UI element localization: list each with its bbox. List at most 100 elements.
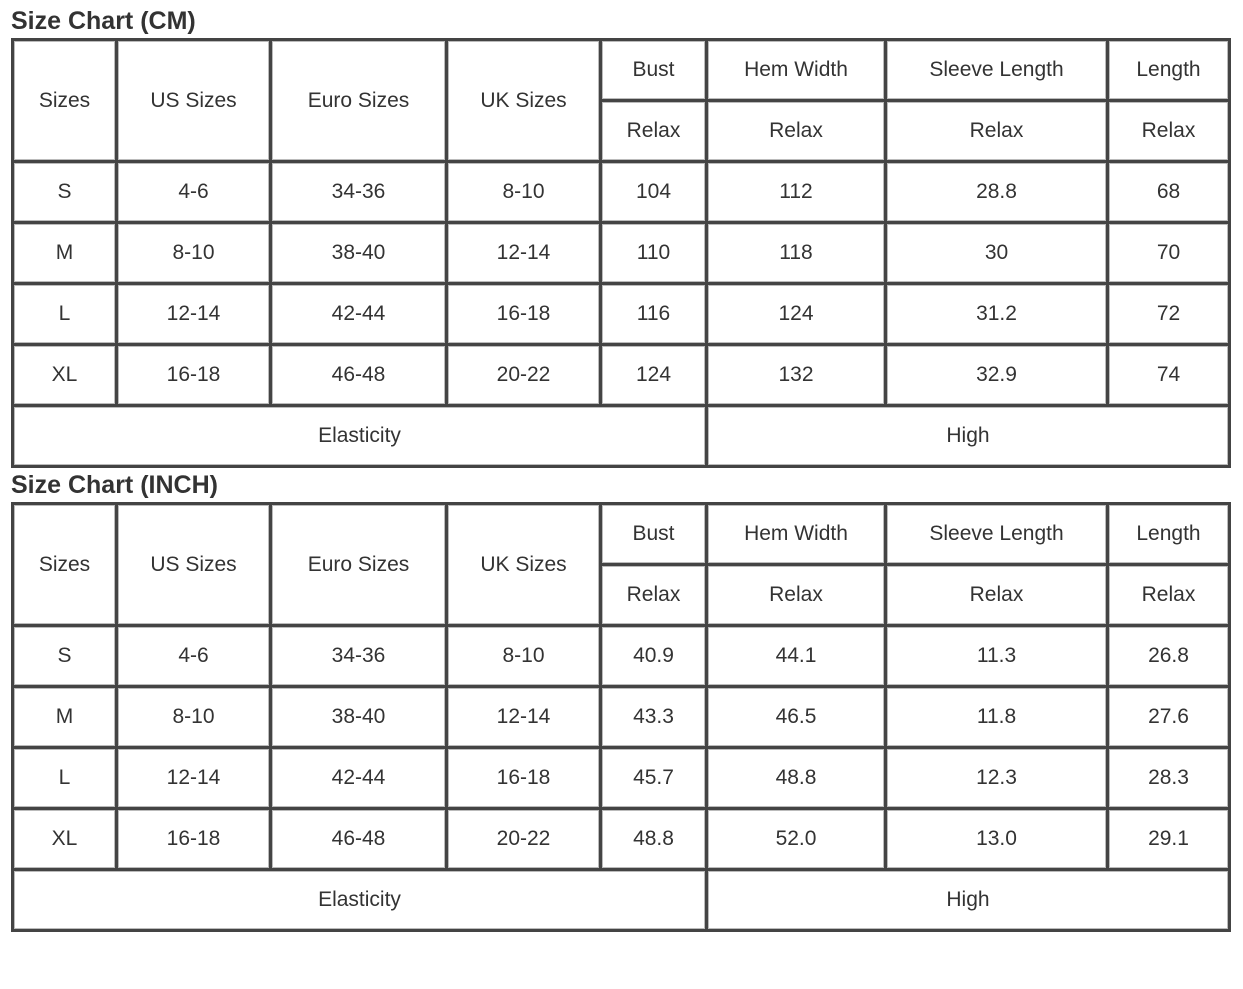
table-cell: 12-14 <box>115 282 272 346</box>
table-cell: 40.9 <box>599 624 708 688</box>
table-cell: L <box>11 282 118 346</box>
size-charts: Size Chart (CM) Sizes US Sizes Euro Sizes UK… <box>11 7 1231 932</box>
subheader-relax: Relax <box>1106 563 1231 627</box>
elasticity-label: Elasticity <box>11 868 708 932</box>
header-uk: UK Sizes <box>445 502 602 627</box>
table-cell: 112 <box>705 160 887 224</box>
footer-row: Elasticity High <box>11 404 1231 468</box>
subheader-relax: Relax <box>599 99 708 163</box>
table-cell: 13.0 <box>884 807 1109 871</box>
header-sleeve: Sleeve Length <box>884 502 1109 566</box>
table-cell: XL <box>11 343 118 407</box>
table-cell: 8-10 <box>115 221 272 285</box>
table-cell: L <box>11 746 118 810</box>
header-uk: UK Sizes <box>445 38 602 163</box>
table-cell: XL <box>11 807 118 871</box>
subheader-relax: Relax <box>599 563 708 627</box>
subheader-row: Relax Relax Relax Relax <box>13 99 1231 163</box>
table-cell: 16-18 <box>445 746 602 810</box>
table-cell: 52.0 <box>705 807 887 871</box>
chart-title: Size Chart (CM) <box>11 7 196 35</box>
table-cell: 27.6 <box>1106 685 1231 749</box>
subheader-relax: Relax <box>1106 99 1231 163</box>
subheader-row: Relax Relax Relax Relax <box>13 563 1231 627</box>
table-cell: 28.3 <box>1106 746 1231 810</box>
table-cell: 12-14 <box>445 221 602 285</box>
subheader-relax: Relax <box>884 563 1109 627</box>
table-cell: M <box>11 221 118 285</box>
table-cell: 20-22 <box>445 807 602 871</box>
subheader-relax: Relax <box>705 99 887 163</box>
size-table: Sizes US Sizes Euro Sizes UK Sizes Bust Hem W… <box>11 38 1231 468</box>
header-bust: Bust <box>599 502 708 566</box>
header-length: Length <box>1106 38 1231 102</box>
table-cell: 44.1 <box>705 624 887 688</box>
header-sleeve: Sleeve Length <box>884 38 1109 102</box>
table-cell: 8-10 <box>445 160 602 224</box>
table-cell: 30 <box>884 221 1109 285</box>
table-cell: 124 <box>705 282 887 346</box>
elasticity-value: High <box>705 404 1231 468</box>
table-cell: 4-6 <box>115 624 272 688</box>
table-cell: 45.7 <box>599 746 708 810</box>
header-bust: Bust <box>599 38 708 102</box>
elasticity-label: Elasticity <box>11 404 708 468</box>
table-cell: 32.9 <box>884 343 1109 407</box>
header-us: US Sizes <box>115 502 272 627</box>
table-cell: 116 <box>599 282 708 346</box>
table-cell: 43.3 <box>599 685 708 749</box>
table-row: XL 16-18 46-48 20-22 124 132 32.9 74 <box>11 343 1231 407</box>
table-cell: 26.8 <box>1106 624 1231 688</box>
table-cell: 16-18 <box>445 282 602 346</box>
table-row: M 8-10 38-40 12-14 43.3 46.5 11.8 27.6 <box>11 685 1231 749</box>
table-cell: 12.3 <box>884 746 1109 810</box>
table-cell: 34-36 <box>269 160 448 224</box>
table-cell: 118 <box>705 221 887 285</box>
table-cell: 38-40 <box>269 685 448 749</box>
chart-title: Size Chart (INCH) <box>11 471 218 499</box>
header-sizes: Sizes <box>11 38 118 163</box>
table-cell: 16-18 <box>115 343 272 407</box>
table-cell: 104 <box>599 160 708 224</box>
header-hem: Hem Width <box>705 502 887 566</box>
table-cell: S <box>11 624 118 688</box>
table-cell: 20-22 <box>445 343 602 407</box>
header-us: US Sizes <box>115 38 272 163</box>
table-cell: 132 <box>705 343 887 407</box>
table-cell: 124 <box>599 343 708 407</box>
table-cell: 11.3 <box>884 624 1109 688</box>
subheader-relax: Relax <box>884 99 1109 163</box>
table-cell: S <box>11 160 118 224</box>
table-cell: 46.5 <box>705 685 887 749</box>
table-cell: M <box>11 685 118 749</box>
table-row: XL 16-18 46-48 20-22 48.8 52.0 13.0 29.1 <box>11 807 1231 871</box>
header-row: Sizes US Sizes Euro Sizes UK Sizes Bust Hem W… <box>11 502 1231 627</box>
header-length: Length <box>1106 502 1231 566</box>
table-cell: 28.8 <box>884 160 1109 224</box>
header-row: Sizes US Sizes Euro Sizes UK Sizes Bust Hem W… <box>11 38 1231 163</box>
table-cell: 46-48 <box>269 343 448 407</box>
header-euro: Euro Sizes <box>269 38 448 163</box>
table-row: L 12-14 42-44 16-18 45.7 48.8 12.3 28.3 <box>11 746 1231 810</box>
table-cell: 31.2 <box>884 282 1109 346</box>
table-cell: 34-36 <box>269 624 448 688</box>
table-row: L 12-14 42-44 16-18 116 124 31.2 72 <box>11 282 1231 346</box>
table-cell: 8-10 <box>115 685 272 749</box>
table-cell: 12-14 <box>115 746 272 810</box>
table-cell: 11.8 <box>884 685 1109 749</box>
elasticity-value: High <box>705 868 1231 932</box>
size-table: Sizes US Sizes Euro Sizes UK Sizes Bust Hem W… <box>11 502 1231 932</box>
table-cell: 110 <box>599 221 708 285</box>
subheader-relax: Relax <box>705 563 887 627</box>
table-cell: 29.1 <box>1106 807 1231 871</box>
table-cell: 12-14 <box>445 685 602 749</box>
table-cell: 48.8 <box>705 746 887 810</box>
table-cell: 38-40 <box>269 221 448 285</box>
table-cell: 42-44 <box>269 746 448 810</box>
table-cell: 48.8 <box>599 807 708 871</box>
table-row: M 8-10 38-40 12-14 110 118 30 70 <box>11 221 1231 285</box>
table-cell: 68 <box>1106 160 1231 224</box>
table-cell: 8-10 <box>445 624 602 688</box>
table-cell: 42-44 <box>269 282 448 346</box>
table-cell: 46-48 <box>269 807 448 871</box>
